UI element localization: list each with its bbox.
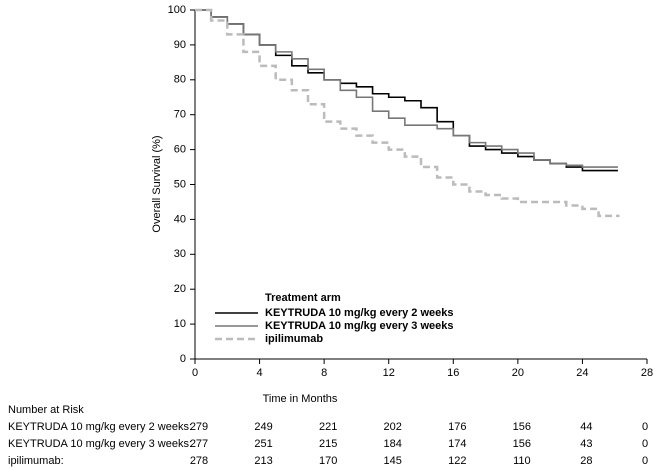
legend-label: ipilimumab [265, 333, 323, 345]
risk-table-title: Number at Risk [8, 404, 84, 416]
y-tick-label: 10 [174, 318, 186, 330]
risk-value: 156 [513, 421, 531, 433]
x-tick-label: 28 [641, 367, 653, 379]
risk-value: 145 [384, 455, 402, 467]
legend-label: KEYTRUDA 10 mg/kg every 3 weeks [265, 320, 454, 332]
risk-row-label: ipilimumab: [8, 455, 64, 467]
risk-value: 174 [448, 438, 466, 450]
y-tick-label: 90 [174, 39, 186, 51]
risk-value: 122 [448, 455, 466, 467]
risk-value: 215 [319, 438, 337, 450]
risk-value: 277 [190, 438, 208, 450]
risk-value: 156 [513, 438, 531, 450]
y-tick-label: 100 [168, 4, 186, 16]
y-tick-label: 50 [174, 178, 186, 190]
risk-value: 279 [190, 421, 208, 433]
y-tick-label: 20 [174, 283, 186, 295]
x-tick-label: 24 [576, 367, 588, 379]
risk-value: 184 [384, 438, 402, 450]
survival-curve [195, 9, 618, 168]
y-tick-label: 70 [174, 109, 186, 121]
risk-value: 43 [580, 438, 592, 450]
y-tick-label: 80 [174, 74, 186, 86]
y-tick-label: 30 [174, 248, 186, 260]
risk-value: 221 [319, 421, 337, 433]
y-tick-label: 40 [174, 213, 186, 225]
risk-value: 0 [642, 421, 648, 433]
x-tick-label: 0 [192, 367, 198, 379]
risk-value: 251 [254, 438, 272, 450]
risk-value: 110 [513, 455, 531, 467]
legend-label: KEYTRUDA 10 mg/kg every 2 weeks [265, 307, 454, 319]
risk-value: 0 [642, 438, 648, 450]
risk-value: 249 [254, 421, 272, 433]
y-tick-label: 0 [180, 353, 186, 365]
legend-title: Treatment arm [265, 292, 341, 304]
risk-value: 202 [384, 421, 402, 433]
y-axis-label: Overall Survival (%) [151, 135, 163, 232]
y-tick-label: 60 [174, 144, 186, 156]
risk-value: 170 [319, 455, 337, 467]
risk-row-label: KEYTRUDA 10 mg/kg every 2 weeks: [8, 421, 192, 433]
x-tick-label: 20 [512, 367, 524, 379]
risk-value: 278 [190, 455, 208, 467]
risk-value: 28 [580, 455, 592, 467]
risk-value: 0 [642, 455, 648, 467]
risk-value: 213 [254, 455, 272, 467]
x-tick-label: 8 [321, 367, 327, 379]
x-tick-label: 4 [257, 367, 263, 379]
x-tick-label: 12 [383, 367, 395, 379]
survival-curve [195, 8, 620, 218]
x-axis-label: Time in Months [263, 393, 338, 405]
risk-value: 44 [580, 421, 592, 433]
risk-row-label: KEYTRUDA 10 mg/kg every 3 weeks: [8, 438, 192, 450]
x-tick-label: 16 [447, 367, 459, 379]
risk-value: 176 [448, 421, 466, 433]
